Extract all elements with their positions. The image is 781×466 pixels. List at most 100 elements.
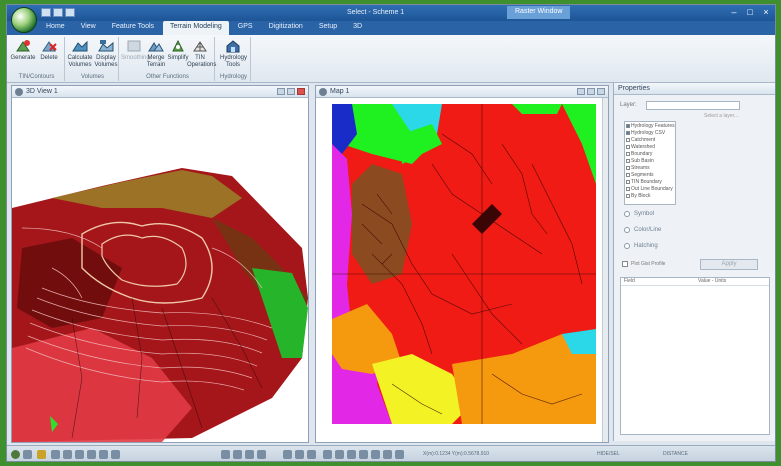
tab-view[interactable]: View [80, 23, 96, 30]
pan-left-icon[interactable] [221, 450, 230, 459]
tin-operations-button[interactable]: TIN Operations [187, 39, 216, 69]
map-vertical-scrollbar[interactable] [602, 98, 608, 442]
apply-button[interactable]: Apply [700, 259, 758, 270]
tab-terrain-modeling[interactable]: Terrain Modeling [163, 21, 229, 35]
settings-icon[interactable] [87, 450, 96, 459]
radio-icon[interactable] [624, 211, 630, 217]
split-view-icon[interactable] [295, 450, 304, 459]
checkbox-icon[interactable] [626, 144, 630, 149]
view3d-close-button[interactable] [297, 88, 305, 95]
tab-home[interactable]: Home [46, 23, 65, 30]
minimize-button[interactable]: – [731, 7, 737, 17]
checkbox-icon[interactable] [622, 261, 628, 267]
checkbox-icon[interactable] [626, 137, 630, 142]
checkbox-icon[interactable] [626, 193, 630, 198]
list-item[interactable]: Segments [625, 171, 675, 178]
checkbox-checked-icon[interactable] [626, 130, 630, 135]
generate-icon [16, 40, 30, 52]
merge-terrain-icon [148, 42, 164, 52]
terrain-3d-canvas[interactable] [12, 98, 308, 442]
radio-symbol[interactable]: Symbol [624, 211, 654, 217]
tab-feature-tools[interactable]: Feature Tools [111, 23, 155, 30]
grid-icon[interactable] [63, 450, 72, 459]
line-tool-icon[interactable] [23, 450, 32, 459]
zoom-in-icon[interactable] [323, 450, 332, 459]
list-item[interactable]: Streams [625, 164, 675, 171]
checkbox-icon[interactable] [626, 151, 630, 156]
hydrology-map-canvas[interactable] [332, 104, 596, 424]
list-item[interactable]: Boundary [625, 150, 675, 157]
close-button[interactable]: × [763, 7, 769, 17]
list-item[interactable]: Catchment [625, 136, 675, 143]
layer-dropdown[interactable] [646, 101, 740, 110]
map-restore-button[interactable] [587, 88, 595, 95]
view3d-window-buttons [277, 88, 305, 95]
save-icon[interactable] [41, 8, 51, 17]
map-close-button[interactable] [597, 88, 605, 95]
list-item[interactable]: Hydrology Features [625, 122, 675, 129]
refresh-icon[interactable] [99, 450, 108, 459]
print-icon[interactable] [111, 450, 120, 459]
ribbon-group-hydrology: Hydrology Tools Hydrology [217, 37, 251, 81]
checkbox-icon[interactable] [626, 172, 630, 177]
undo-icon[interactable] [53, 8, 63, 17]
column-header-field[interactable]: Field [624, 278, 635, 284]
zoom-window-icon[interactable] [371, 450, 380, 459]
zoom-next-icon[interactable] [395, 450, 404, 459]
list-item[interactable]: Hydrology CSV [625, 129, 675, 136]
app-status-icon[interactable] [11, 450, 20, 459]
ribbon-group-label: Other Functions [146, 74, 189, 80]
smoothing-button[interactable]: Smoothing [121, 39, 150, 62]
tab-setup[interactable]: Setup [318, 23, 338, 30]
redo-view-icon[interactable] [257, 450, 266, 459]
redo-icon[interactable] [65, 8, 75, 17]
checkbox-icon[interactable] [626, 158, 630, 163]
merge-terrain-button[interactable]: Merge Terrain [143, 39, 169, 69]
list-item[interactable]: By Block [625, 192, 675, 199]
checkbox-checked-icon[interactable] [626, 123, 630, 128]
pan-right-icon[interactable] [233, 450, 242, 459]
radio-color-line[interactable]: Color/Line [624, 227, 661, 233]
simplify-icon [172, 39, 184, 52]
view3d-restore-button[interactable] [287, 88, 295, 95]
list-item[interactable]: TIN Boundary [625, 178, 675, 185]
undo-view-icon[interactable] [245, 450, 254, 459]
view3d-minimize-button[interactable] [277, 88, 285, 95]
select-tool-icon[interactable] [51, 450, 60, 459]
ribbon-group-label: Volumes [80, 74, 104, 80]
coordinate-readout: X(m):0.1234 Y(m):0.5678.910 [423, 451, 490, 457]
radio-hatching[interactable]: Hatching [624, 243, 658, 249]
radio-icon[interactable] [624, 227, 630, 233]
zoom-out-icon[interactable] [335, 450, 344, 459]
display-volumes-button[interactable]: Display Volumes [93, 39, 119, 69]
hand-tool-icon[interactable] [37, 450, 46, 459]
calculate-volumes-button[interactable]: Calculate Volumes [67, 39, 93, 69]
delete-button[interactable]: Delete [36, 39, 62, 62]
zoom-extents-icon[interactable] [347, 450, 356, 459]
full-view-icon[interactable] [307, 450, 316, 459]
checkbox-icon[interactable] [626, 165, 630, 170]
generate-button[interactable]: Generate [10, 39, 36, 62]
zoom-previous-icon[interactable] [383, 450, 392, 459]
plot-profile-checkbox[interactable]: Plot Gist Profile [622, 261, 665, 267]
checkbox-icon[interactable] [626, 186, 630, 191]
list-item[interactable]: Out Line Boundary [625, 185, 675, 192]
list-item[interactable]: Sub Basin [625, 157, 675, 164]
tab-gps[interactable]: GPS [237, 23, 253, 30]
map-minimize-button[interactable] [577, 88, 585, 95]
list-item[interactable]: Watershed [625, 143, 675, 150]
checkbox-icon[interactable] [626, 179, 630, 184]
app-logo-icon[interactable] [11, 7, 37, 33]
layers-icon[interactable] [75, 450, 84, 459]
tab-3d[interactable]: 3D [353, 23, 363, 30]
simplify-button[interactable]: Simplify [165, 39, 191, 62]
tin-operations-icon [193, 41, 207, 52]
radio-icon[interactable] [624, 243, 630, 249]
tab-digitization[interactable]: Digitization [268, 23, 303, 30]
column-header-value[interactable]: Value - Units [698, 278, 727, 284]
maximize-button[interactable]: □ [747, 7, 753, 17]
pan-hand-icon[interactable] [359, 450, 368, 459]
hydrology-tools-button[interactable]: Hydrology Tools [220, 39, 247, 69]
ribbon-group-tin-contours: Generate Delete TIN/Contours [9, 37, 65, 81]
window-tile-icon[interactable] [283, 450, 292, 459]
